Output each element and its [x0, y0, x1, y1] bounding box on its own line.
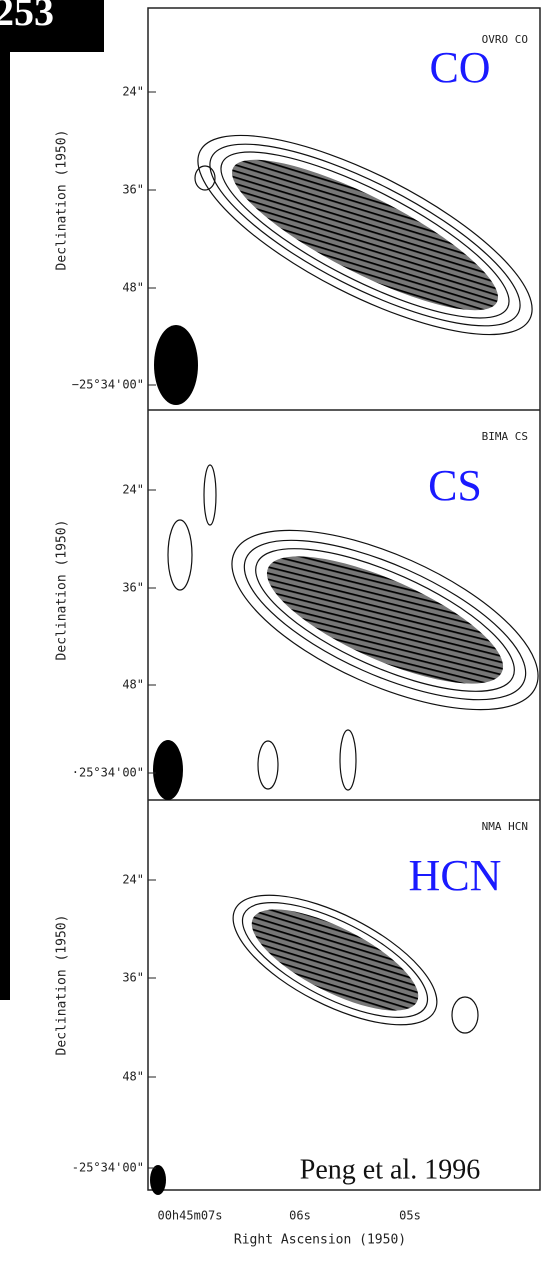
y-tick-label: -25°34'00"	[72, 1161, 144, 1175]
x-tick-label: 00h45m07s	[157, 1209, 222, 1223]
molecule-label: HCN	[409, 851, 502, 900]
x-tick-label: 05s	[399, 1209, 421, 1223]
y-tick-label: 24"	[122, 483, 144, 497]
beam	[153, 740, 183, 800]
molecule-label: CO	[429, 43, 490, 92]
frame	[147, 7, 541, 1191]
y-axis-label: Declination (1950)	[55, 915, 70, 1056]
molecule-label: CS	[428, 461, 482, 510]
beam	[150, 1165, 166, 1195]
y-tick-label: 48"	[122, 281, 144, 295]
y-tick-label: 48"	[122, 678, 144, 692]
instrument-label: NMA HCN	[482, 820, 528, 833]
contour	[257, 740, 279, 790]
beam	[154, 325, 198, 405]
contour-map	[197, 134, 533, 336]
contour	[203, 464, 217, 526]
y-tick-label: 36"	[122, 971, 144, 985]
instrument-label: OVRO CO	[482, 33, 528, 46]
side-bar	[0, 0, 10, 1000]
contour-map	[232, 894, 438, 1026]
y-tick-label: 36"	[122, 183, 144, 197]
header-box	[0, 0, 104, 52]
y-tick-label: −25°34'00"	[72, 378, 144, 392]
contour	[339, 729, 357, 791]
contour-map	[231, 529, 539, 711]
y-tick-label: 24"	[122, 873, 144, 887]
y-tick-label: 36"	[122, 581, 144, 595]
header-label: 253	[0, 0, 54, 34]
instrument-label: BIMA CS	[482, 430, 528, 443]
y-tick-label: ·25°34'00"	[72, 766, 144, 780]
y-tick-label: 48"	[122, 1070, 144, 1084]
y-axis-label: Declination (1950)	[55, 520, 70, 661]
contour	[451, 996, 479, 1034]
contour	[167, 519, 193, 591]
y-axis-label: Declination (1950)	[55, 130, 70, 271]
y-tick-label: 24"	[122, 85, 144, 99]
x-axis-label: Right Ascension (1950)	[234, 1233, 406, 1248]
x-tick-label: 06s	[289, 1209, 311, 1223]
contour	[194, 165, 216, 191]
citation: Peng et al. 1996	[300, 1154, 480, 1185]
